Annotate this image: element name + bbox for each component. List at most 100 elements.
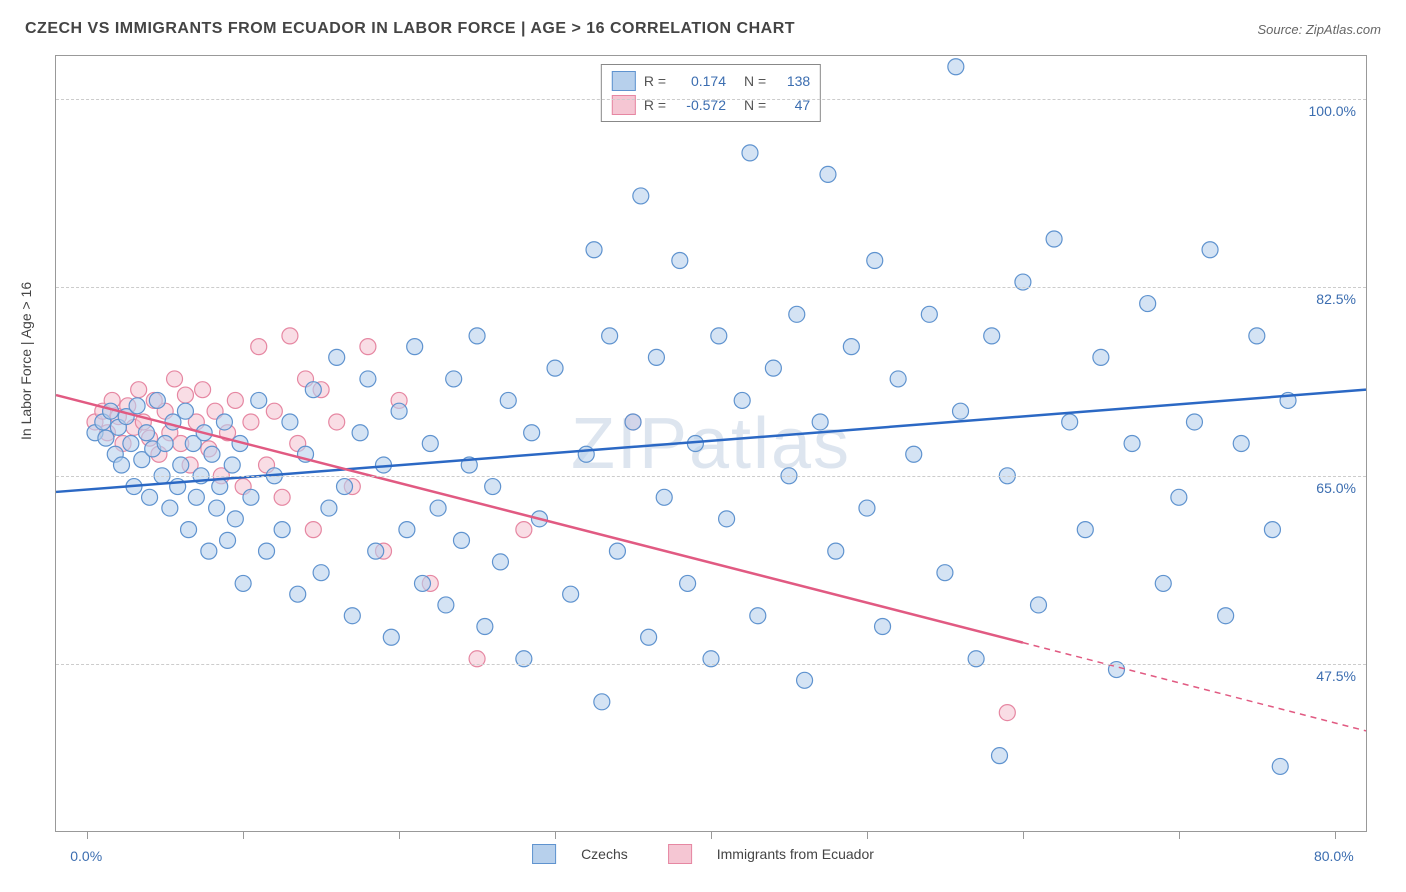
gridline	[56, 476, 1366, 477]
source-credit: Source: ZipAtlas.com	[1257, 22, 1381, 37]
scatter-point-ecuador	[251, 339, 267, 355]
scatter-point-czechs	[142, 489, 158, 505]
x-tick	[555, 831, 556, 839]
scatter-point-czechs	[641, 629, 657, 645]
scatter-point-czechs	[789, 306, 805, 322]
scatter-point-czechs	[492, 554, 508, 570]
x-tick	[399, 831, 400, 839]
scatter-point-czechs	[282, 414, 298, 430]
scatter-point-czechs	[329, 349, 345, 365]
scatter-point-czechs	[399, 522, 415, 538]
scatter-point-czechs	[1171, 489, 1187, 505]
scatter-point-czechs	[633, 188, 649, 204]
scatter-point-czechs	[368, 543, 384, 559]
scatter-point-czechs	[305, 382, 321, 398]
scatter-point-czechs	[188, 489, 204, 505]
x-tick	[1179, 831, 1180, 839]
x-axis-min-label: 0.0%	[70, 848, 102, 864]
trend-line	[1023, 643, 1366, 731]
x-tick	[1335, 831, 1336, 839]
scatter-point-czechs	[157, 436, 173, 452]
scatter-point-czechs	[181, 522, 197, 538]
scatter-point-czechs	[1233, 436, 1249, 452]
scatter-point-czechs	[430, 500, 446, 516]
scatter-point-ecuador	[999, 705, 1015, 721]
x-tick	[711, 831, 712, 839]
gridline	[56, 664, 1366, 665]
scatter-point-czechs	[867, 253, 883, 269]
scatter-point-czechs	[921, 306, 937, 322]
scatter-point-czechs	[485, 479, 501, 495]
scatter-point-czechs	[227, 511, 243, 527]
scatter-point-czechs	[209, 500, 225, 516]
scatter-point-czechs	[1264, 522, 1280, 538]
scatter-point-czechs	[321, 500, 337, 516]
scatter-point-czechs	[625, 414, 641, 430]
scatter-point-ecuador	[167, 371, 183, 387]
scatter-point-ecuador	[360, 339, 376, 355]
y-tick-label: 65.0%	[1316, 480, 1356, 496]
scatter-point-czechs	[1272, 758, 1288, 774]
x-tick	[1023, 831, 1024, 839]
scatter-point-czechs	[216, 414, 232, 430]
chart-title: CZECH VS IMMIGRANTS FROM ECUADOR IN LABO…	[25, 20, 795, 38]
scatter-point-ecuador	[195, 382, 211, 398]
scatter-point-czechs	[220, 532, 236, 548]
scatter-point-czechs	[820, 166, 836, 182]
legend-swatch-ecuador	[612, 95, 636, 115]
legend-row-ecuador: R = -0.572 N = 47	[612, 93, 810, 117]
scatter-point-czechs	[337, 479, 353, 495]
scatter-point-czechs	[1046, 231, 1062, 247]
scatter-point-czechs	[446, 371, 462, 387]
scatter-point-czechs	[648, 349, 664, 365]
scatter-point-czechs	[906, 446, 922, 462]
scatter-point-ecuador	[305, 522, 321, 538]
scatter-point-czechs	[594, 694, 610, 710]
x-tick	[87, 831, 88, 839]
scatter-point-czechs	[656, 489, 672, 505]
scatter-point-czechs	[609, 543, 625, 559]
scatter-point-czechs	[578, 446, 594, 462]
source-name: ZipAtlas.com	[1306, 22, 1381, 37]
scatter-point-czechs	[212, 479, 228, 495]
scatter-point-czechs	[1218, 608, 1234, 624]
legend-swatch-czechs	[612, 71, 636, 91]
scatter-point-czechs	[680, 575, 696, 591]
scatter-point-ecuador	[177, 387, 193, 403]
scatter-point-czechs	[797, 672, 813, 688]
scatter-point-czechs	[890, 371, 906, 387]
legend-n-value-czechs: 138	[774, 73, 810, 89]
scatter-point-ecuador	[329, 414, 345, 430]
scatter-point-czechs	[563, 586, 579, 602]
scatter-point-czechs	[224, 457, 240, 473]
x-tick	[867, 831, 868, 839]
scatter-point-czechs	[719, 511, 735, 527]
scatter-point-czechs	[602, 328, 618, 344]
scatter-point-ecuador	[516, 522, 532, 538]
title-bar: CZECH VS IMMIGRANTS FROM ECUADOR IN LABO…	[25, 20, 1381, 38]
scatter-point-ecuador	[131, 382, 147, 398]
scatter-point-czechs	[243, 489, 259, 505]
scatter-point-czechs	[948, 59, 964, 75]
scatter-point-czechs	[469, 328, 485, 344]
y-axis-label: In Labor Force | Age > 16	[18, 282, 34, 440]
scatter-point-czechs	[407, 339, 423, 355]
scatter-point-czechs	[162, 500, 178, 516]
scatter-point-czechs	[953, 403, 969, 419]
scatter-point-czechs	[383, 629, 399, 645]
scatter-point-czechs	[992, 748, 1008, 764]
scatter-point-czechs	[1062, 414, 1078, 430]
scatter-point-czechs	[812, 414, 828, 430]
scatter-point-czechs	[235, 575, 251, 591]
scatter-point-czechs	[875, 618, 891, 634]
scatter-point-ecuador	[266, 403, 282, 419]
scatter-point-czechs	[204, 446, 220, 462]
scatter-point-czechs	[352, 425, 368, 441]
legend-row-czechs: R = 0.174 N = 138	[612, 69, 810, 93]
gridline	[56, 287, 1366, 288]
scatter-point-czechs	[251, 392, 267, 408]
scatter-point-czechs	[984, 328, 1000, 344]
scatter-svg	[56, 56, 1366, 831]
plot-area: ZIPatlas R = 0.174 N = 138 R = -0.572 N …	[55, 55, 1367, 832]
scatter-point-czechs	[1077, 522, 1093, 538]
